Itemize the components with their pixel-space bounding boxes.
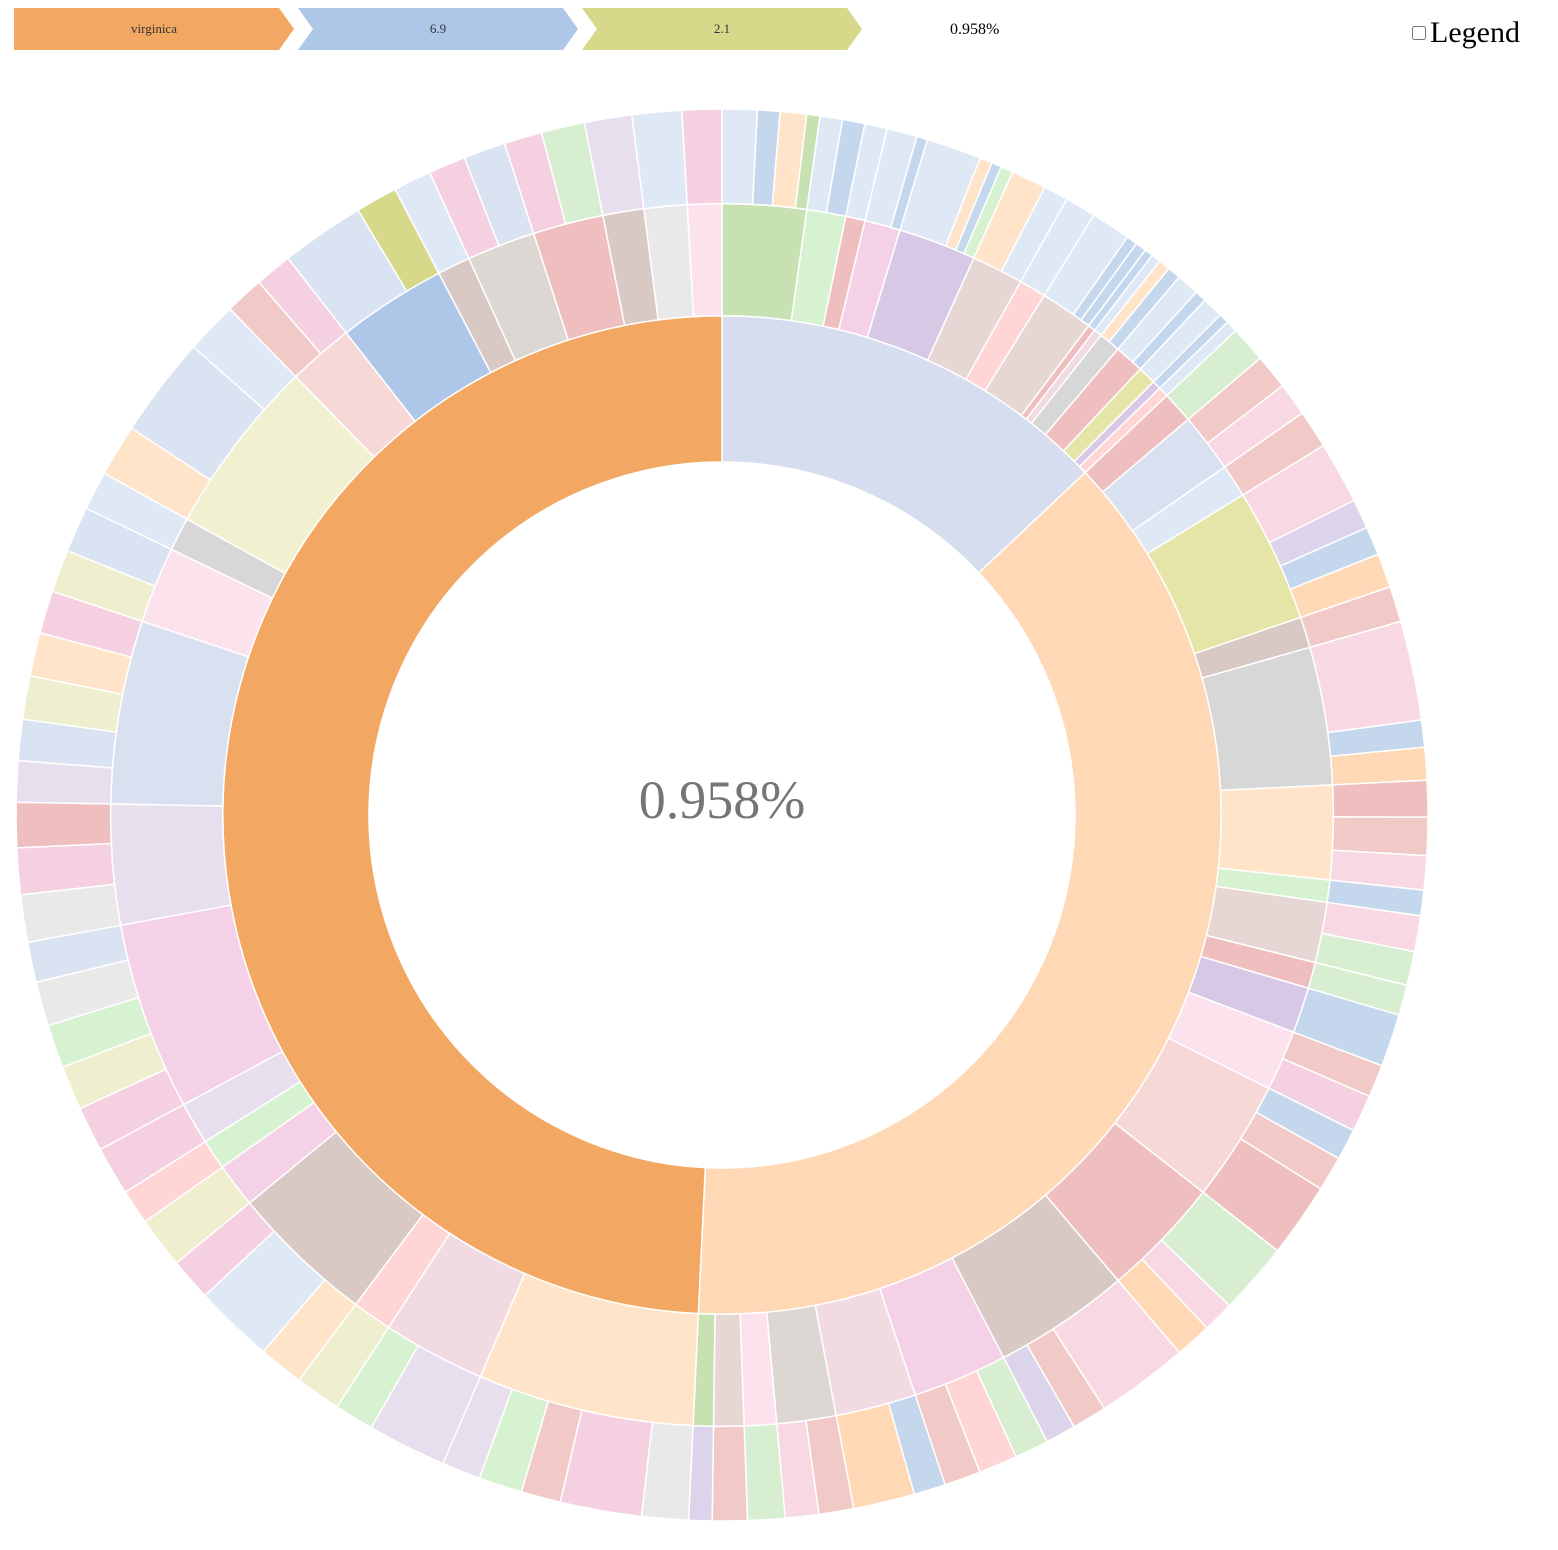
breadcrumb-item-label: 6.9 [430, 21, 446, 36]
sunburst-segment[interactable] [1217, 784, 1335, 881]
sunburst-segment[interactable] [109, 803, 232, 927]
sunburst-segment[interactable] [712, 1313, 745, 1428]
center-percentage-label: 0.958% [638, 770, 806, 830]
legend-toggle: Legend [1412, 18, 1520, 48]
breadcrumb-trail: virginica 6.9 2.1 [14, 8, 862, 50]
legend-label[interactable]: Legend [1430, 16, 1520, 49]
sunburst-segment[interactable] [1331, 816, 1429, 857]
breadcrumb-item [582, 8, 862, 50]
breadcrumb-item-label: 2.1 [714, 21, 730, 36]
legend-checkbox[interactable] [1412, 26, 1426, 40]
sunburst-segment[interactable] [15, 801, 113, 849]
sunburst-segment[interactable] [681, 108, 723, 206]
sunburst-segment[interactable] [686, 202, 723, 318]
sunburst-segment[interactable] [1331, 779, 1429, 818]
sunburst-segment[interactable] [711, 1425, 749, 1522]
breadcrumb-item [298, 8, 578, 50]
sunburst-segment[interactable] [721, 108, 759, 206]
breadcrumb-item [14, 8, 294, 50]
breadcrumb-item-label: virginica [131, 21, 177, 36]
breadcrumb-percentage: 0.958% [950, 21, 1000, 38]
